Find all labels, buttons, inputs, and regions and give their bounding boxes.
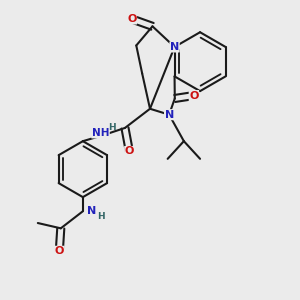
Text: O: O	[125, 146, 134, 157]
Text: NH: NH	[92, 128, 109, 138]
Text: O: O	[127, 14, 136, 24]
Text: N: N	[170, 42, 179, 52]
Text: N: N	[164, 110, 174, 120]
Text: O: O	[55, 246, 64, 256]
Text: O: O	[189, 91, 199, 100]
Text: H: H	[108, 122, 116, 131]
Text: N: N	[87, 206, 96, 216]
Text: H: H	[97, 212, 104, 221]
